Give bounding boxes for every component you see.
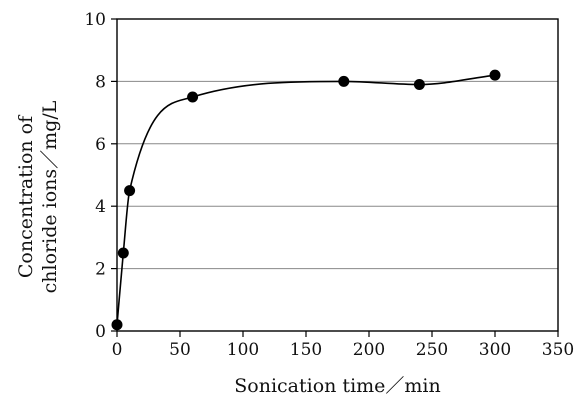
y-tick-label-6: 6 bbox=[95, 135, 106, 155]
y-tick-label-4: 4 bbox=[95, 197, 106, 217]
data-point-60 bbox=[187, 91, 199, 103]
y-axis-title: Concentration of bbox=[15, 114, 37, 278]
axis-ticks: 0 50 100 150 200 250 300 350 0 2 4 6 8 10 bbox=[84, 10, 574, 360]
x-tick-label-50: 50 bbox=[169, 340, 191, 360]
y-tick-label-8: 8 bbox=[95, 72, 106, 92]
data-point-10 bbox=[124, 185, 136, 197]
x-tick-label-100: 100 bbox=[227, 340, 259, 360]
data-point-300 bbox=[489, 69, 501, 81]
plot-area-frame bbox=[116, 18, 559, 332]
data-points bbox=[111, 69, 501, 331]
series-curve bbox=[116, 74, 496, 325]
y-tick-label-2: 2 bbox=[95, 260, 106, 280]
grid-lines bbox=[117, 80, 558, 270]
x-tick-label-150: 150 bbox=[290, 340, 322, 360]
y-tick-label-0: 0 bbox=[95, 322, 106, 342]
data-point-180 bbox=[338, 75, 350, 87]
x-tick-label-200: 200 bbox=[353, 340, 385, 360]
x-axis-title: Sonication time／min bbox=[234, 375, 440, 397]
data-point-240 bbox=[413, 79, 425, 91]
y-tick-label-10: 10 bbox=[84, 10, 106, 30]
x-tick-label-350: 350 bbox=[542, 340, 574, 360]
x-tick-label-300: 300 bbox=[479, 340, 511, 360]
y-axis-title-line-2: chloride ions／mg/L bbox=[39, 100, 61, 293]
x-tick-label-0: 0 bbox=[112, 340, 123, 360]
x-tick-label-250: 250 bbox=[416, 340, 448, 360]
data-point-5 bbox=[117, 247, 129, 259]
